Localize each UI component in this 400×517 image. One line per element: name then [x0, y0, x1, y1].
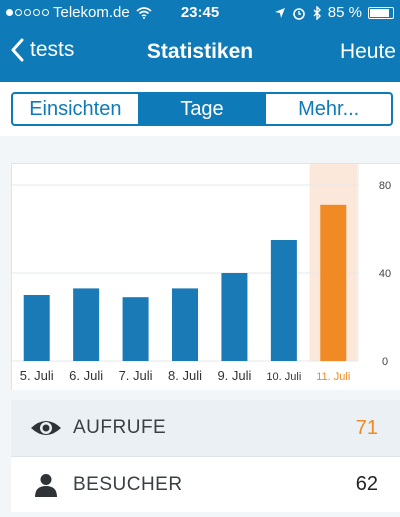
stat-row-visitors[interactable]: BESUCHER 62: [11, 456, 400, 512]
back-label: tests: [30, 38, 75, 61]
battery-label: 85 %: [327, 4, 362, 21]
status-icons: 85 %: [274, 4, 394, 21]
stat-label-views: AUFRUFE: [73, 417, 167, 438]
x-tick-label: 7. Juli: [119, 368, 153, 383]
chart-bar[interactable]: [221, 273, 248, 361]
page-title: Statistiken: [146, 40, 254, 63]
eye-icon: [25, 400, 67, 456]
chart-bar[interactable]: [23, 295, 50, 361]
stat-label-visitors: BESUCHER: [73, 473, 183, 495]
y-tick-label: 0: [382, 356, 388, 368]
stat-value-visitors: 62: [355, 473, 378, 495]
navigation-bar: tests Statistiken Heute: [0, 38, 400, 68]
chart-bar[interactable]: [270, 240, 297, 361]
stat-row-views[interactable]: AUFRUFE 71: [11, 400, 400, 456]
x-tick-label: 10. Juli: [266, 371, 301, 383]
back-button[interactable]: tests: [10, 38, 74, 62]
y-tick-label: 40: [379, 268, 391, 280]
app-header: Telekom.de 23:45 85 % tests Statistiken …: [0, 0, 400, 82]
segmented-control: Einsichten Tage Mehr...: [11, 92, 393, 126]
status-bar: Telekom.de 23:45 85 %: [0, 0, 400, 26]
location-icon: [274, 7, 285, 18]
clock: 23:45: [180, 4, 220, 21]
alarm-icon: [292, 7, 305, 20]
x-tick-label: 9. Juli: [217, 368, 251, 383]
carrier-area: Telekom.de: [6, 4, 152, 21]
wifi-icon: [136, 6, 152, 19]
chart-bar[interactable]: [320, 204, 347, 361]
stat-value-views: 71: [355, 416, 378, 439]
carrier-label: Telekom.de: [53, 4, 130, 21]
y-tick-label: 80: [379, 180, 391, 192]
segment-insights[interactable]: Einsichten: [29, 97, 122, 120]
battery-icon: [368, 6, 394, 19]
signal-icon: [6, 9, 49, 16]
x-tick-label: 11. Juli: [316, 371, 350, 383]
chart-panel: 80 40 0 5. Juli 6. Juli 7. Juli 8. Juli 9. Juli…: [11, 163, 400, 390]
segment-bar: Einsichten Tage Mehr...: [0, 82, 400, 136]
x-tick-label: 6. Juli: [69, 368, 103, 383]
x-tick-label: 5. Juli: [20, 368, 54, 383]
chevron-left-icon: [11, 38, 24, 62]
person-icon: [25, 457, 67, 513]
x-tick-label: 8. Juli: [168, 368, 202, 383]
segment-more[interactable]: Mehr...: [264, 94, 391, 124]
chart-bar[interactable]: [172, 288, 198, 361]
views-bar-chart[interactable]: 80 40 0 5. Juli 6. Juli 7. Juli 8. Juli 9. Juli…: [12, 164, 400, 390]
bluetooth-icon: [313, 5, 321, 20]
chart-bar[interactable]: [122, 297, 149, 361]
today-button[interactable]: Heute: [339, 40, 396, 63]
chart-bar[interactable]: [73, 288, 100, 361]
segment-days[interactable]: Tage: [137, 94, 265, 124]
